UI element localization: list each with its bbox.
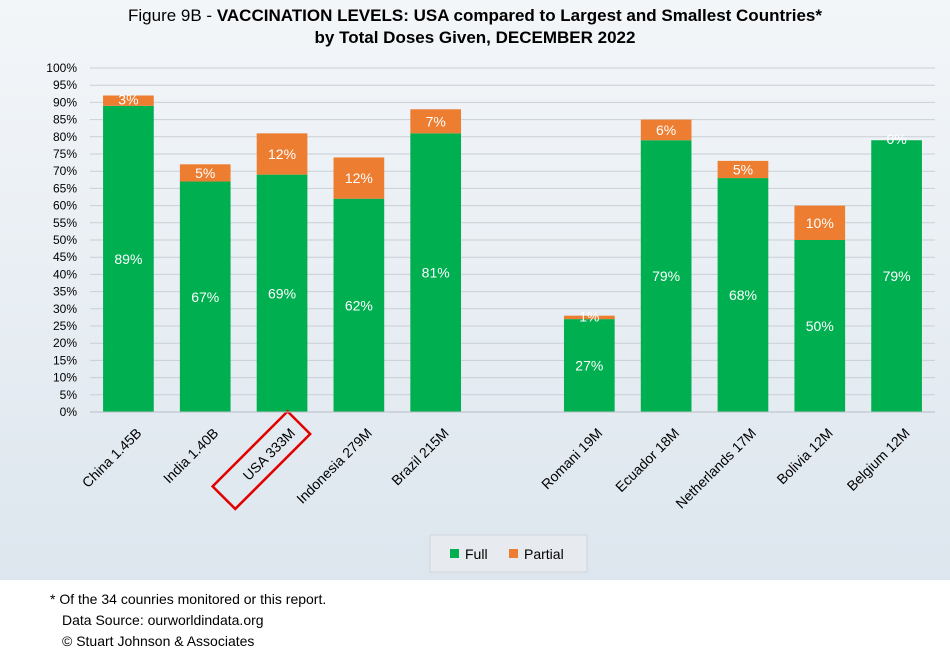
bar-full <box>871 140 922 413</box>
data-label: 12% <box>268 146 296 162</box>
data-label: 50% <box>806 318 834 334</box>
chart-title-prefix: Figure 9B - <box>128 6 217 25</box>
bar-partial <box>717 160 769 179</box>
data-label: 3% <box>118 92 138 108</box>
y-tick-label: 0% <box>60 405 78 419</box>
y-tick-label: 35% <box>53 285 77 299</box>
y-tick-label: 5% <box>60 388 78 402</box>
y-tick-label: 50% <box>53 233 77 247</box>
data-label: 89% <box>114 251 142 267</box>
y-tick-label: 55% <box>53 216 77 230</box>
y-tick-label: 30% <box>53 302 77 316</box>
y-tick-label: 70% <box>53 164 77 178</box>
legend-label-full: Full <box>465 546 488 562</box>
y-tick-label: 20% <box>53 336 77 350</box>
y-tick-label: 95% <box>53 78 77 92</box>
bar-full <box>179 181 231 412</box>
data-label: 81% <box>422 265 450 281</box>
y-tick-label: 25% <box>53 319 77 333</box>
data-label: 68% <box>729 287 757 303</box>
legend-label-partial: Partial <box>524 546 564 562</box>
footnote: * Of the 34 counries monitored or this r… <box>50 589 326 652</box>
x-tick-label: Ecuador 18M <box>612 425 682 495</box>
bar-partial <box>640 119 692 141</box>
x-tick-label: Romani 19M <box>538 425 605 492</box>
footnote-source: Data Source: ourworldindata.org <box>62 612 264 628</box>
bar-partial <box>179 164 231 182</box>
y-tick-label: 10% <box>53 371 77 385</box>
bar-partial <box>103 95 154 106</box>
bar-full <box>640 140 692 413</box>
data-label: 6% <box>656 122 676 138</box>
footnote-copyright: © Stuart Johnson & Associates <box>62 633 255 649</box>
y-tick-label: 100% <box>46 61 77 75</box>
data-label: 79% <box>652 268 680 284</box>
bar-full <box>563 319 615 412</box>
bar-partial <box>333 157 385 199</box>
data-label: 10% <box>806 215 834 231</box>
highlight-box <box>210 409 312 511</box>
y-tick-label: 40% <box>53 267 77 281</box>
legend-swatch-full <box>450 549 459 558</box>
data-label: 1% <box>579 308 599 324</box>
data-label: 5% <box>195 165 215 181</box>
bar-partial <box>256 133 308 175</box>
data-label: 0% <box>886 131 906 147</box>
y-tick-label: 80% <box>53 130 77 144</box>
bar-full <box>794 240 846 412</box>
data-label: 12% <box>345 170 373 186</box>
chart-area: Figure 9B - VACCINATION LEVELS: USA comp… <box>0 0 950 580</box>
chart-subtitle: by Total Doses Given, DECEMBER 2022 <box>314 28 636 47</box>
chart-title: Figure 9B - VACCINATION LEVELS: USA comp… <box>0 6 950 26</box>
y-tick-label: 90% <box>53 95 77 109</box>
bar-full <box>256 174 308 412</box>
y-tick-label: 85% <box>53 113 77 127</box>
x-tick-label: Netherlands 17M <box>672 425 759 512</box>
bar-full <box>717 178 769 412</box>
data-label: 69% <box>268 285 296 301</box>
chart-title-main: VACCINATION LEVELS: USA compared to Larg… <box>216 6 822 25</box>
y-tick-label: 60% <box>53 199 77 213</box>
data-label: 79% <box>883 268 911 284</box>
bar-full <box>333 198 385 412</box>
footnote-note: * Of the 34 counries monitored or this r… <box>50 591 327 607</box>
x-tick-label: China 1.45B <box>79 425 145 491</box>
bar-partial <box>563 315 615 320</box>
bar-partial <box>410 109 462 134</box>
bar-partial <box>794 205 846 240</box>
x-tick-label: Brazil 215M <box>388 425 452 489</box>
bar-full <box>410 133 462 413</box>
data-label: 62% <box>345 297 373 313</box>
y-tick-label: 65% <box>53 181 77 195</box>
legend-swatch-partial <box>509 549 518 558</box>
y-tick-label: 45% <box>53 250 77 264</box>
data-label: 5% <box>733 161 753 177</box>
data-label: 27% <box>575 358 603 374</box>
y-tick-label: 75% <box>53 147 77 161</box>
x-tick-label: India 1.40B <box>160 425 221 486</box>
bar-full <box>103 105 154 412</box>
bar-chart: 0% 5% 10% 15% 20% 25% 30% 35% 40% 45% 50% 55% 60% 65%… <box>46 61 935 573</box>
x-tick-label: Belgium 12M <box>844 425 913 494</box>
x-tick-label: Bolivia 12M <box>773 425 835 487</box>
data-label: 67% <box>191 289 219 305</box>
y-tick-label: 15% <box>53 353 77 367</box>
data-label: 7% <box>426 113 446 129</box>
